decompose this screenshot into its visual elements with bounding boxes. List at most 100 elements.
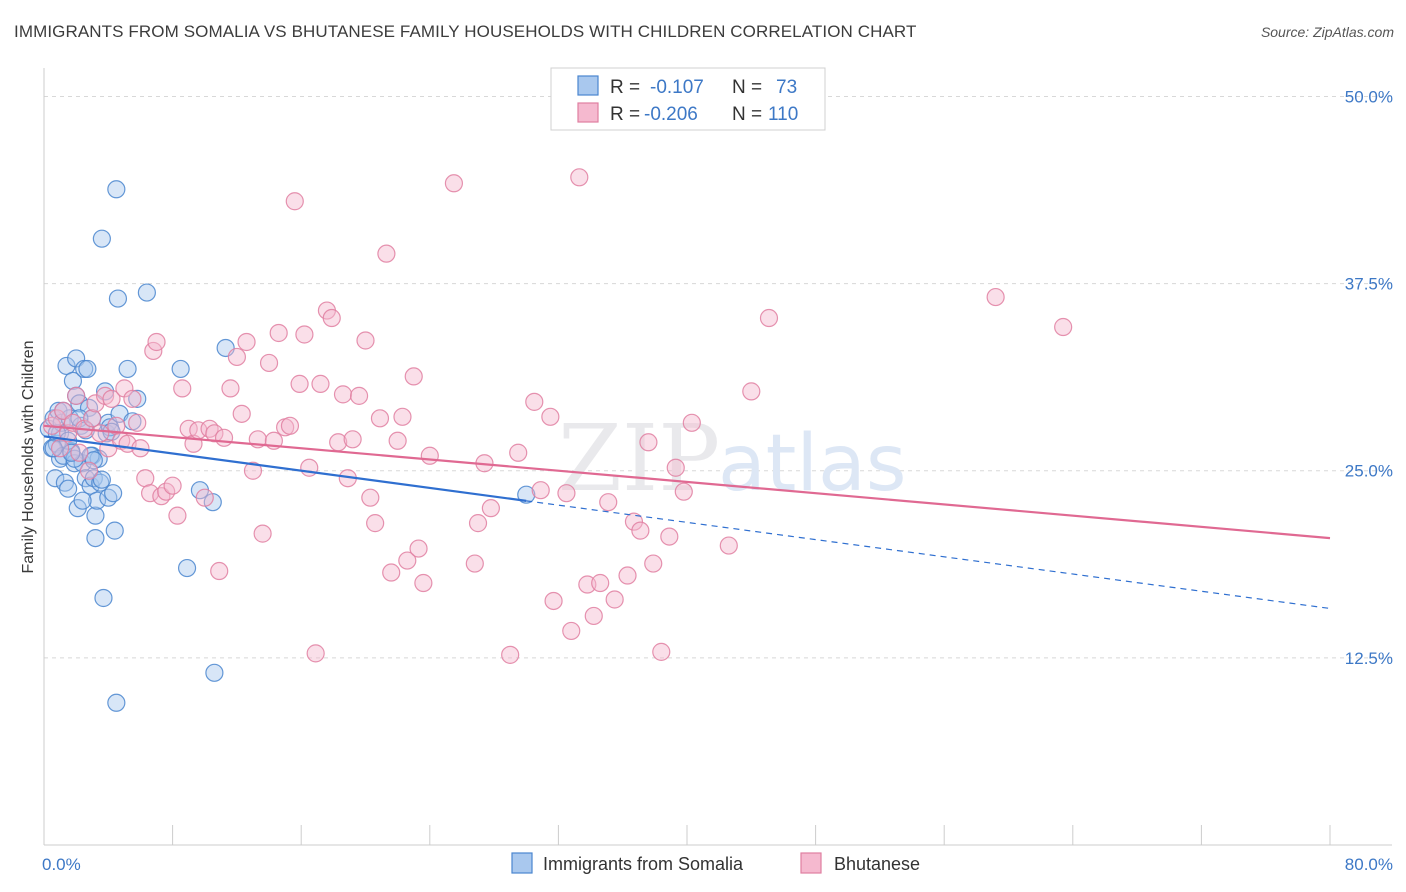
- bhutanese-point-46: [253, 524, 272, 543]
- somalia-point-52: [128, 389, 147, 408]
- bhutanese-point-110: [986, 287, 1005, 307]
- bhutanese-point-24: [140, 484, 160, 503]
- trend-lines: [43, 424, 1331, 610]
- legend-swatch-somalia: [577, 75, 599, 96]
- bhutanese-point-95: [599, 493, 618, 512]
- somalia-point-69: [73, 491, 92, 510]
- bhutanese-point-72: [393, 407, 412, 426]
- legend-n-label-1: N =: [732, 77, 762, 98]
- bhutanese-point-108: [742, 382, 761, 401]
- bhutanese-point-43: [237, 332, 256, 352]
- bhutanese-point-59: [322, 308, 341, 328]
- bottom-legend: Immigrants from Somalia Bhutanese: [511, 852, 920, 874]
- somalia-point-50: [118, 359, 137, 379]
- bhutanese-point-86: [531, 481, 550, 500]
- somalia-point-35: [91, 473, 110, 492]
- bhutanese-point-89: [557, 484, 576, 503]
- somalia-point-32: [86, 528, 105, 548]
- bhutanese-point-105: [674, 482, 693, 501]
- bhutanese-point-93: [584, 606, 603, 626]
- legend-r-label-1: R =: [610, 77, 640, 98]
- bhutanese-point-91: [570, 168, 589, 187]
- bhutanese-point-2: [50, 439, 70, 458]
- somalia-point-60: [517, 485, 536, 504]
- bhutanese-point-82: [481, 499, 500, 518]
- bottom-legend-label-somalia: Immigrants from Somalia: [543, 854, 744, 874]
- series-somalia-points: [39, 180, 536, 712]
- somalia-point-15: [63, 371, 83, 391]
- bhutanese-point-56: [306, 644, 325, 663]
- bhutanese-point-65: [356, 331, 375, 350]
- y-tick-label-0: 12.5%: [1345, 649, 1393, 668]
- bhutanese-point-7: [70, 443, 89, 462]
- bhutanese-point-79: [465, 554, 484, 573]
- bhutanese-point-106: [682, 413, 701, 432]
- bhutanese-point-49: [269, 323, 288, 343]
- legend-n-value-2: 110: [768, 104, 798, 125]
- bhutanese-point-94: [591, 573, 610, 593]
- somalia-point-55: [177, 558, 197, 578]
- somalia-point-12: [59, 479, 78, 498]
- axes: [43, 68, 1392, 846]
- bhutanese-point-83: [501, 645, 520, 664]
- bhutanese-point-111: [1054, 317, 1073, 337]
- bhutanese-point-35: [195, 488, 214, 507]
- bhutanese-point-109: [759, 308, 779, 328]
- bhutanese-point-66: [361, 488, 380, 507]
- bhutanese-point-53: [290, 374, 309, 393]
- bhutanese-point-87: [541, 407, 560, 426]
- bhutanese-point-80: [468, 514, 488, 533]
- somalia-point-45: [105, 521, 124, 540]
- somalia-point-46: [107, 180, 126, 199]
- y-tick-labels: 12.5% 25.0% 37.5% 50.0%: [1345, 87, 1393, 667]
- somalia-point-49: [107, 693, 126, 712]
- bottom-legend-swatch-somalia: [511, 852, 533, 874]
- somalia-point-71: [84, 451, 103, 470]
- legend: R = -0.107 N = 73 R = -0.206 N = 110: [550, 67, 826, 131]
- bhutanese-point-97: [618, 566, 637, 585]
- bhutanese-point-41: [227, 347, 246, 367]
- bhutanese-point-100: [639, 433, 658, 452]
- bhutanese-point-12: [91, 424, 110, 443]
- bhutanese-point-39: [214, 428, 234, 447]
- somalia-point-38: [95, 382, 115, 401]
- y-tick-label-2: 37.5%: [1345, 275, 1393, 294]
- bhutanese-point-30: [168, 506, 187, 525]
- bhutanese-point-90: [562, 621, 581, 641]
- somalia-point-31: [86, 506, 105, 525]
- bhutanese-point-9: [79, 461, 99, 480]
- chart-title: IMMIGRANTS FROM SOMALIA VS BHUTANESE FAM…: [14, 22, 917, 41]
- legend-r-value-2: -0.206: [644, 104, 698, 125]
- legend-swatch-bhutanese: [577, 102, 599, 123]
- bhutanese-point-107: [719, 536, 738, 555]
- somalia-point-25: [78, 359, 97, 379]
- bhutanese-point-37: [205, 424, 224, 443]
- legend-r-label-2: R =: [610, 104, 640, 125]
- bhutanese-point-101: [644, 554, 663, 573]
- bhutanese-point-51: [280, 416, 300, 435]
- bhutanese-point-52: [285, 192, 304, 211]
- series-bhutanese-points: [42, 168, 1073, 664]
- bhutanese-point-77: [420, 446, 439, 465]
- y-axis-title: Family Households with Children: [20, 341, 37, 574]
- bhutanese-point-64: [349, 386, 369, 405]
- bhutanese-point-85: [525, 392, 544, 411]
- bhutanese-point-20: [123, 389, 142, 408]
- source-label: Source: ZipAtlas.com: [1260, 24, 1394, 40]
- y-tick-label-3: 50.0%: [1345, 87, 1393, 106]
- bhutanese-point-38: [210, 561, 229, 581]
- bhutanese-point-40: [221, 379, 240, 398]
- bhutanese-point-3: [54, 401, 73, 420]
- x-tick-label-1: 80.0%: [1345, 855, 1393, 874]
- somalia-point-47: [108, 289, 128, 308]
- bhutanese-point-76: [414, 573, 433, 593]
- bhutanese-point-68: [370, 409, 390, 428]
- somalia-point-33: [87, 491, 107, 510]
- bhutanese-point-26: [147, 332, 166, 352]
- bhutanese-point-42: [232, 404, 251, 423]
- bhutanese-point-21: [128, 413, 147, 432]
- somalia-point-44: [104, 484, 123, 503]
- somalia-point-54: [171, 359, 190, 379]
- bhutanese-point-67: [366, 514, 385, 533]
